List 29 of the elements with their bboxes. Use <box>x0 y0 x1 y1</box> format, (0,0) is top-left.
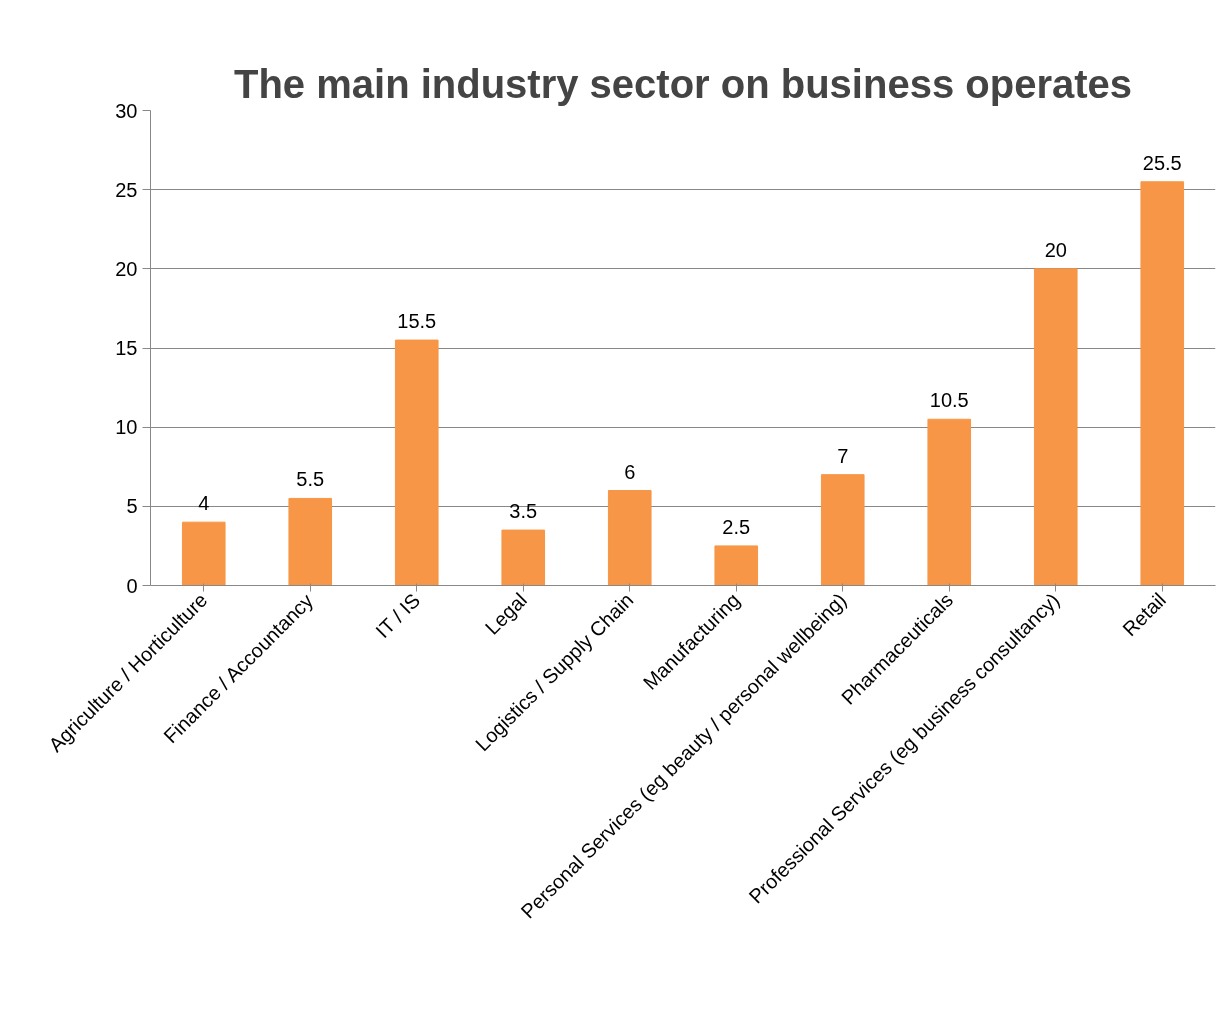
bar <box>181 521 226 586</box>
x-tick-label: IT / IS <box>371 588 425 642</box>
y-tick-label: 25 <box>115 178 138 201</box>
bar <box>714 545 759 586</box>
data-label: 20 <box>1044 238 1067 261</box>
data-label: 15.5 <box>397 310 437 333</box>
chart-title: The main industry sector on business operates <box>234 61 1133 106</box>
bar <box>927 418 972 586</box>
data-label: 5.5 <box>296 468 325 491</box>
data-label: 10.5 <box>929 389 969 412</box>
bar <box>1033 268 1078 586</box>
y-tick-label: 5 <box>126 495 138 518</box>
bar <box>1140 181 1185 586</box>
bar <box>501 529 546 586</box>
data-label: 2.5 <box>722 515 751 538</box>
data-label: 6 <box>624 460 636 483</box>
bar <box>288 497 333 586</box>
y-tick-label: 15 <box>115 337 138 359</box>
y-tick-label: 20 <box>115 257 138 280</box>
data-label: 3.5 <box>509 500 538 523</box>
y-tick-label: 30 <box>115 99 138 122</box>
data-label: 4 <box>198 492 210 515</box>
bar <box>607 490 652 586</box>
bar <box>394 339 439 586</box>
y-tick-label: 10 <box>115 416 138 439</box>
y-tick-label: 0 <box>126 574 138 597</box>
bar <box>820 474 865 586</box>
data-label: 25.5 <box>1142 151 1182 174</box>
data-label: 7 <box>837 444 849 467</box>
